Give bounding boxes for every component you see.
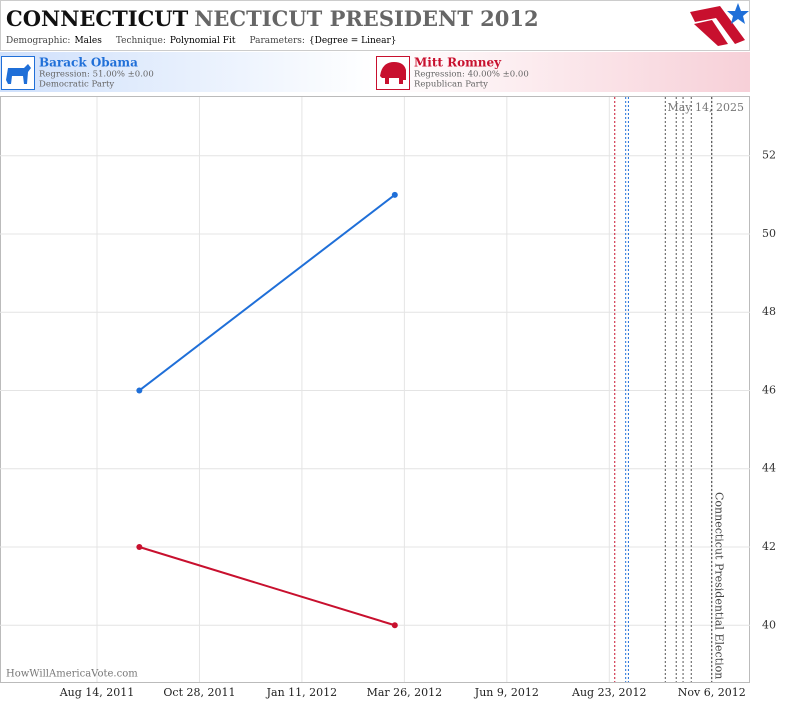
legend-regression: Regression: 40.00% ±0.00 — [414, 70, 529, 80]
filter-value: Males — [74, 36, 102, 46]
filter-label: Demographic: — [6, 36, 70, 46]
x-tick-label: Jan 11, 2012 — [266, 686, 338, 699]
legend-bg — [0, 52, 375, 92]
y-tick-label: 44 — [762, 462, 776, 475]
filter-value: Polynomial Fit — [170, 36, 236, 46]
y-tick-label: 48 — [762, 305, 776, 318]
legend-party: Democratic Party — [39, 80, 114, 90]
series-line — [138, 194, 396, 392]
x-tick-label: Nov 6, 2012 — [678, 686, 746, 699]
date-stamp: May 14, 2025 — [667, 101, 744, 114]
y-tick-label: 46 — [762, 383, 776, 396]
logo — [690, 3, 749, 46]
title: CONNECTICUT NECTICUT PRESIDENT 2012 — [6, 6, 539, 31]
legend-bg — [375, 52, 750, 92]
x-tick-label: Mar 26, 2012 — [367, 686, 443, 699]
point — [136, 387, 143, 394]
point — [391, 622, 398, 629]
election-label: Connecticut Presidential Election — [713, 492, 726, 679]
rep-icon — [376, 56, 410, 90]
filter-label: Technique: — [116, 36, 166, 46]
filters: Demographic: Males Technique: Polynomial Fi… — [6, 36, 397, 46]
x-tick-label: Aug 14, 2011 — [59, 686, 135, 699]
title-rest: NECTICUT PRESIDENT 2012 — [194, 6, 538, 31]
legend-name: Barack Obama — [39, 56, 138, 70]
filter-value: {Degree = Linear} — [309, 36, 397, 46]
x-tick-label: Jun 9, 2012 — [474, 686, 539, 699]
point — [391, 191, 398, 198]
series-line — [139, 546, 396, 627]
x-tick-label: Oct 28, 2011 — [163, 686, 235, 699]
header — [0, 0, 750, 51]
y-tick-label: 40 — [762, 618, 776, 631]
dem-icon — [1, 56, 35, 90]
y-tick-label: 42 — [762, 540, 776, 553]
legend-regression: Regression: 51.00% ±0.00 — [39, 70, 154, 80]
point — [136, 544, 143, 550]
y-tick-label: 50 — [762, 227, 776, 240]
legend-party: Republican Party — [414, 80, 488, 90]
watermark: HowWillAmericaVote.com — [6, 669, 138, 680]
title-main: CONNECTICUT — [6, 6, 189, 31]
legend-name: Mitt Romney — [414, 56, 502, 70]
x-tick-label: Aug 23, 2012 — [571, 686, 647, 699]
plot-area — [0, 96, 750, 683]
y-tick-label: 52 — [762, 149, 776, 162]
filter-label: Parameters: — [249, 36, 304, 46]
